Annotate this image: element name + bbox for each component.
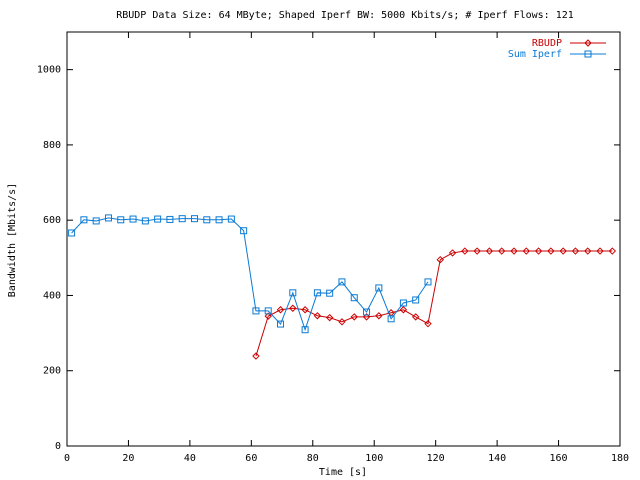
point <box>571 247 580 255</box>
point <box>117 216 125 224</box>
point <box>596 247 604 255</box>
x-tick-label: 40 <box>184 453 196 464</box>
point <box>264 312 272 320</box>
point <box>190 215 198 223</box>
x-tick-label: 0 <box>64 453 70 464</box>
point <box>350 313 358 321</box>
point <box>215 216 223 224</box>
point <box>473 247 481 255</box>
chart-title: RBUDP Data Size: 64 MByte; Shaped Iperf … <box>116 10 574 21</box>
point <box>313 312 322 320</box>
point <box>166 215 174 223</box>
point <box>387 315 395 323</box>
point <box>375 312 383 320</box>
point <box>154 215 162 223</box>
point <box>203 216 211 224</box>
x-tick-label: 80 <box>307 453 319 464</box>
x-tick-label: 20 <box>122 453 134 464</box>
y-tick-label: 1000 <box>37 65 61 76</box>
point <box>411 313 420 321</box>
series-line <box>71 217 429 332</box>
point <box>92 217 100 225</box>
x-tick-label: 60 <box>245 453 257 464</box>
point <box>301 326 309 334</box>
point <box>252 352 260 360</box>
x-tick-label: 100 <box>365 453 383 464</box>
point <box>547 247 555 255</box>
x-axis-label: Time [s] <box>319 467 367 478</box>
point <box>338 318 346 326</box>
point <box>264 307 272 315</box>
x-tick-label: 140 <box>488 453 506 464</box>
point <box>534 247 543 255</box>
point <box>313 289 321 297</box>
point <box>289 304 297 312</box>
point <box>252 307 260 315</box>
point <box>363 308 371 316</box>
point <box>68 229 76 237</box>
point <box>375 284 383 292</box>
y-tick-label: 0 <box>55 441 61 452</box>
point <box>129 215 137 223</box>
legend-marker <box>584 50 592 58</box>
point <box>240 227 248 235</box>
legend-label: Sum Iperf <box>508 49 562 60</box>
point <box>104 214 112 222</box>
point <box>485 247 494 255</box>
y-tick-label: 200 <box>43 366 61 377</box>
point <box>436 255 444 264</box>
x-tick-label: 180 <box>611 453 629 464</box>
point <box>338 278 346 286</box>
point <box>350 294 358 302</box>
point <box>80 216 88 224</box>
point <box>289 289 297 297</box>
point <box>584 247 592 255</box>
point <box>559 247 567 255</box>
point <box>178 215 186 223</box>
point <box>301 306 309 314</box>
point <box>608 247 617 255</box>
point <box>227 215 235 223</box>
point <box>326 289 334 297</box>
x-tick-label: 120 <box>427 453 445 464</box>
y-axis-label: Bandwidth [Mbits/s] <box>7 183 18 297</box>
point <box>510 247 518 255</box>
point <box>448 249 457 257</box>
point <box>362 313 371 321</box>
point <box>522 247 531 255</box>
point <box>412 296 420 304</box>
legend-label: RBUDP <box>532 38 562 49</box>
y-tick-label: 400 <box>43 290 61 301</box>
point <box>424 278 432 286</box>
point <box>325 313 334 322</box>
y-tick-label: 800 <box>43 140 61 151</box>
point <box>141 217 149 225</box>
point <box>424 319 432 328</box>
point <box>399 299 407 307</box>
point <box>399 306 408 314</box>
series-line <box>255 250 613 357</box>
point <box>276 306 285 314</box>
legend-marker <box>584 39 592 47</box>
point <box>277 320 285 328</box>
x-tick-label: 160 <box>550 453 568 464</box>
point <box>498 247 506 255</box>
point <box>461 247 469 255</box>
y-tick-label: 600 <box>43 215 61 226</box>
plot-frame <box>66 31 621 447</box>
